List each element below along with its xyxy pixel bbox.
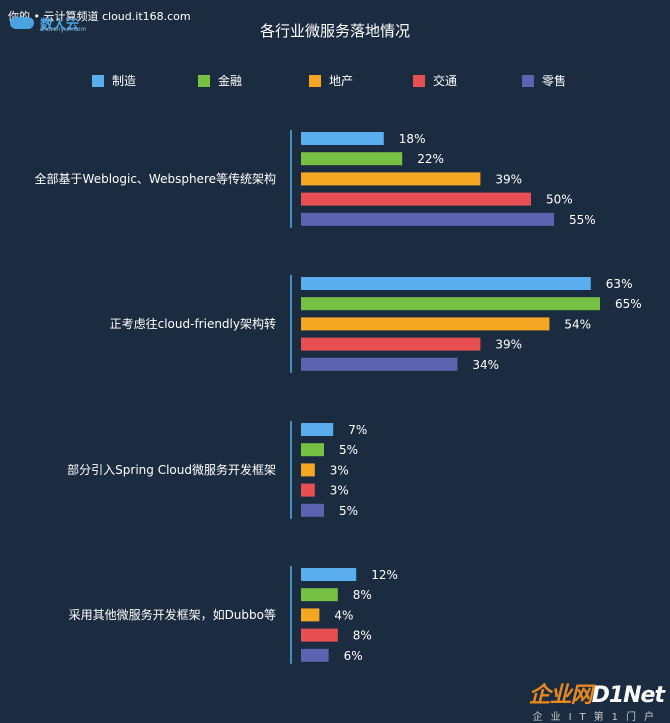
brand-domain-text: shurenyun.com	[40, 26, 87, 33]
bar-value-label: 4%	[334, 608, 353, 622]
bar-value-label: 6%	[344, 649, 363, 663]
top-watermark-bar: 你的 • 云计算频道 cloud.it168.com 数人云 shurenyun…	[0, 0, 260, 33]
bar-value-label: 7%	[348, 423, 367, 437]
bar	[301, 568, 357, 581]
bar-value-label: 3%	[330, 463, 349, 477]
bar-value-label: 54%	[564, 317, 591, 331]
legend-label: 地产	[329, 74, 354, 88]
category-label: 全部基于Weblogic、Websphere等传统架构	[35, 171, 276, 186]
bar-value-label: 55%	[569, 213, 596, 227]
bar	[301, 463, 315, 477]
legend-swatch	[92, 75, 104, 87]
bar-value-label: 5%	[339, 504, 358, 518]
bar	[301, 588, 338, 602]
watermark-subtext: 企业IT第1门户	[532, 712, 662, 723]
bar-value-label: 3%	[330, 484, 349, 498]
bar	[301, 423, 334, 436]
legend-swatch	[309, 75, 321, 87]
bar-value-label: 63%	[606, 277, 633, 291]
bar-value-label: 12%	[371, 568, 398, 582]
bar-value-label: 8%	[353, 629, 372, 643]
legend-label: 零售	[542, 74, 567, 88]
chart-legend: 制造 金融 地产 交通 零售	[0, 72, 670, 92]
legend-swatch	[198, 75, 210, 87]
legend-label: 金融	[218, 74, 243, 88]
bar	[301, 628, 338, 642]
bar-value-label: 39%	[495, 338, 522, 352]
legend-label: 交通	[433, 74, 458, 88]
bar	[301, 277, 591, 290]
watermark-text-b: D1Net	[591, 683, 665, 708]
legend-swatch	[522, 75, 534, 87]
legend-label: 制造	[112, 74, 137, 88]
bar-value-label: 50%	[546, 193, 573, 207]
bar	[301, 132, 384, 145]
legend-swatch	[413, 75, 425, 87]
bar-value-label: 5%	[339, 443, 358, 457]
bar	[301, 317, 550, 331]
bar	[301, 337, 481, 351]
bar-value-label: 34%	[472, 358, 499, 372]
bar	[301, 297, 600, 311]
bar	[301, 503, 324, 517]
bar	[301, 172, 481, 186]
bar	[301, 443, 324, 457]
bar	[301, 192, 531, 206]
chart-title: 各行业微服务落地情况	[259, 22, 410, 40]
bar	[301, 357, 458, 371]
bar	[301, 648, 329, 662]
bar-value-label: 22%	[417, 152, 444, 166]
bar-value-label: 18%	[399, 132, 426, 146]
watermark-text-a: 企业网	[528, 683, 593, 708]
bar	[301, 212, 554, 226]
bar	[301, 483, 315, 497]
bar	[301, 152, 403, 166]
d1net-watermark-logo: 企业网D1Net	[528, 677, 665, 709]
brand-logo-text: 数人云	[40, 18, 80, 33]
bar	[301, 608, 320, 622]
site-channel-text: 你的 • 云计算频道 cloud.it168.com	[8, 10, 191, 23]
cloud-logo-icon	[10, 17, 34, 29]
category-label: 部分引入Spring Cloud微服务开发框架	[67, 462, 276, 477]
category-label: 正考虑往cloud-friendly架构转	[110, 316, 276, 331]
category-label: 采用其他微服务开发框架，如Dubbo等	[69, 607, 276, 622]
bar-value-label: 8%	[353, 588, 372, 602]
bar-value-label: 65%	[615, 297, 642, 311]
bar-value-label: 39%	[495, 172, 522, 186]
